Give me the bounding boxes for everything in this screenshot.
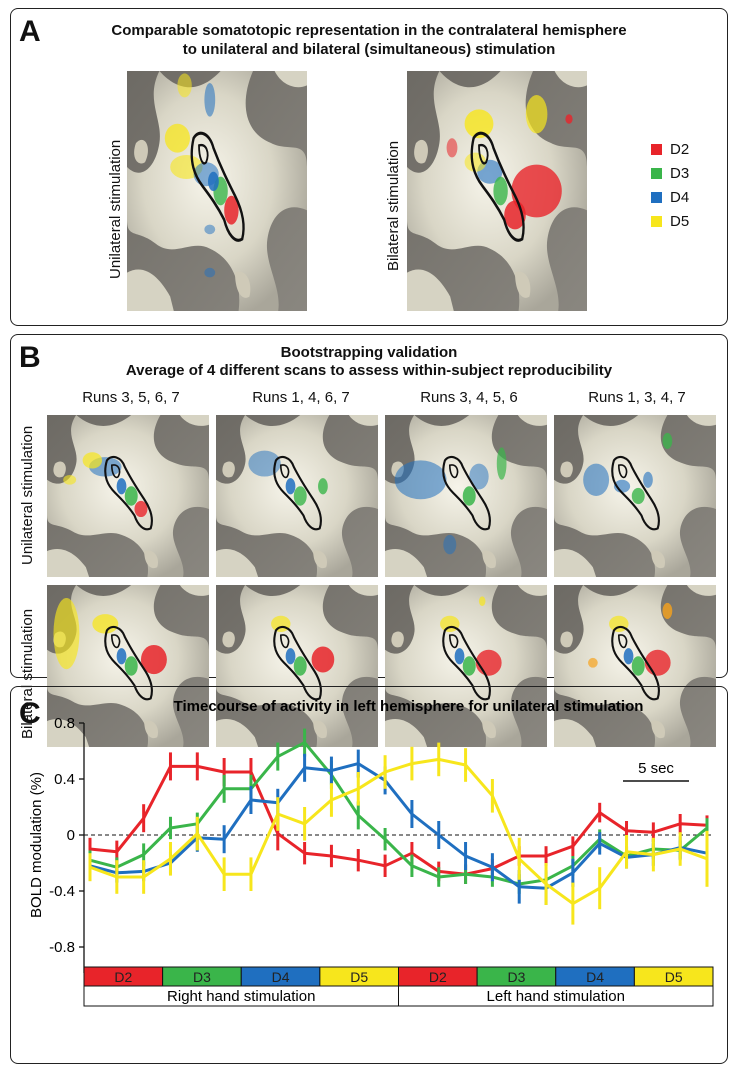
stimulus-group-label: Left hand stimulation — [487, 988, 625, 1005]
series-line-d4 — [89, 762, 708, 890]
panel-b-unilateral-label: Unilateral stimulation — [19, 425, 36, 565]
y-tick-label: 0.4 — [54, 771, 75, 788]
panel-b-title-line1: Bootstrapping validation — [280, 344, 458, 361]
panel-b-title-line2: Average of 4 different scans to assess w… — [125, 362, 613, 379]
stimulus-block-label: D3 — [193, 969, 211, 985]
legend-swatch-d2 — [651, 143, 662, 155]
legend-item-d4: D4 — [651, 185, 689, 209]
stimulus-block-label: D5 — [665, 969, 683, 985]
bootstrap-map-unilateral-1 — [47, 415, 209, 577]
legend-item-d3: D3 — [651, 161, 689, 185]
y-tick-label: 0 — [67, 827, 75, 844]
y-tick-label: 0.8 — [54, 715, 75, 732]
panel-a-bilateral-label: Bilateral stimulation — [385, 140, 402, 271]
bootstrap-map-bilateral-3 — [385, 585, 547, 747]
brain-map-unilateral — [127, 71, 307, 311]
series-line-d3 — [89, 741, 708, 886]
bootstrap-map-bilateral-2 — [216, 585, 378, 747]
stimulus-group-box — [398, 985, 714, 1007]
bootstrap-map-bilateral-4 — [554, 585, 716, 747]
legend-swatch-d5 — [651, 215, 662, 227]
panel-c: C Timecourse of activity in left hemisph… — [10, 686, 728, 1064]
legend-label-d3: D3 — [670, 164, 690, 182]
column-header-2: Runs 1, 4, 6, 7 — [252, 389, 350, 406]
series-line-d5 — [89, 757, 708, 906]
bootstrap-map-unilateral-2 — [216, 415, 378, 577]
bootstrap-map-bilateral-1 — [47, 585, 209, 747]
stimulus-block-label: D3 — [507, 969, 525, 985]
bootstrap-map-unilateral-4 — [554, 415, 716, 577]
legend-item-d5: D5 — [651, 209, 689, 233]
panel-a-unilateral-label: Unilateral stimulation — [107, 139, 124, 279]
timecourse-chart: Timecourse of activity in left hemispher… — [28, 698, 714, 1007]
panel-a-title-line2: to unilateral and bilateral (simultaneou… — [182, 41, 556, 58]
panel-a-legend: D2 D3 D4 D5 — [651, 137, 689, 233]
bootstrap-map-unilateral-3 — [385, 415, 547, 577]
panel-b-letter: B — [19, 341, 41, 374]
column-header-1: Runs 3, 5, 6, 7 — [82, 389, 180, 406]
y-axis-label: BOLD modulation (%) — [28, 772, 45, 918]
y-tick-label: -0.8 — [49, 939, 75, 956]
column-header-3: Runs 3, 4, 5, 6 — [420, 389, 518, 406]
legend-label-d2: D2 — [670, 140, 690, 158]
legend-label-d5: D5 — [670, 212, 690, 230]
panel-b: B Bootstrapping validation Average of 4 … — [10, 334, 728, 747]
legend-label-d4: D4 — [670, 188, 690, 206]
stimulus-block-label: D4 — [586, 969, 604, 985]
chart-title: Timecourse of activity in left hemispher… — [174, 698, 644, 715]
panel-a-title-line1: Comparable somatotopic representation in… — [111, 22, 627, 39]
legend-swatch-d3 — [651, 167, 662, 179]
stimulus-block-label: D5 — [350, 969, 368, 985]
panel-a-letter: A — [19, 15, 41, 48]
stimulus-block-label: D2 — [114, 969, 132, 985]
legend-swatch-d4 — [651, 191, 662, 203]
stimulus-block-label: D4 — [272, 969, 290, 985]
column-header-4: Runs 1, 3, 4, 7 — [588, 389, 686, 406]
legend-item-d2: D2 — [651, 137, 689, 161]
panel-c-letter: C — [19, 697, 41, 730]
panel-a: A Comparable somatotopic representation … — [10, 8, 728, 326]
stimulus-block-label: D2 — [429, 969, 447, 985]
stimulus-group-label: Right hand stimulation — [167, 988, 315, 1005]
brain-map-bilateral — [407, 71, 587, 311]
scale-bar-label: 5 sec — [638, 760, 674, 777]
series-line-d2 — [89, 764, 708, 876]
y-tick-label: -0.4 — [49, 883, 75, 900]
